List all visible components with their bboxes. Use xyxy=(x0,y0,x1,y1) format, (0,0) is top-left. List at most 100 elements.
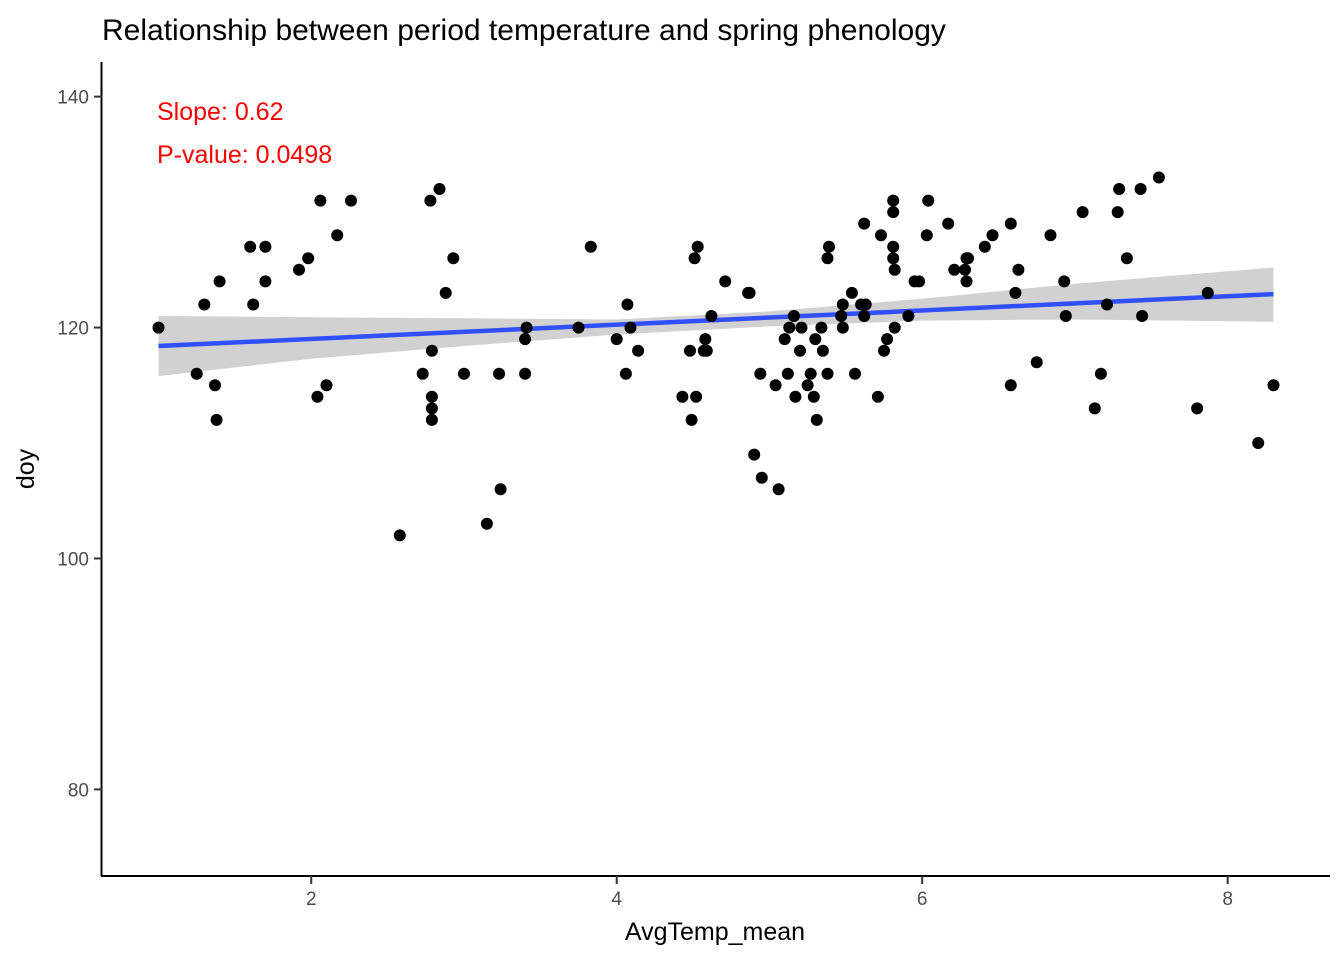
data-point xyxy=(986,229,999,242)
data-point xyxy=(480,517,493,530)
data-point xyxy=(439,286,452,299)
data-point xyxy=(425,402,438,415)
data-point xyxy=(494,483,507,496)
data-point xyxy=(881,333,894,346)
data-point xyxy=(259,275,272,288)
y-tick-label: 100 xyxy=(57,549,89,570)
data-point xyxy=(424,194,437,207)
data-point xyxy=(948,263,961,276)
data-point xyxy=(887,206,900,219)
data-point xyxy=(801,379,814,392)
data-point xyxy=(425,413,438,426)
data-point xyxy=(1252,437,1265,449)
data-point xyxy=(1191,402,1204,415)
data-point xyxy=(960,275,973,288)
data-point xyxy=(871,390,884,403)
data-point xyxy=(705,310,718,322)
data-point xyxy=(821,252,834,265)
data-point xyxy=(815,321,828,334)
data-point xyxy=(821,367,834,380)
data-point xyxy=(619,367,632,380)
data-point xyxy=(688,252,701,265)
data-point xyxy=(699,333,712,346)
data-point xyxy=(302,252,315,265)
data-point xyxy=(922,194,935,207)
data-point xyxy=(572,321,585,334)
data-point xyxy=(1030,356,1043,369)
data-point xyxy=(690,390,703,403)
data-point xyxy=(433,183,446,195)
data-point xyxy=(1012,263,1025,276)
data-point xyxy=(247,298,260,311)
data-point xyxy=(769,379,782,392)
x-tick-label: 4 xyxy=(611,889,622,910)
data-point xyxy=(314,194,327,207)
data-point xyxy=(859,298,872,311)
data-point xyxy=(755,471,768,484)
data-point xyxy=(624,321,637,334)
data-point xyxy=(684,344,696,357)
data-point xyxy=(1101,298,1113,311)
data-point xyxy=(1136,310,1149,322)
data-point xyxy=(888,263,901,276)
p-value-annotation: P-value: 0.0498 xyxy=(157,141,332,169)
data-point xyxy=(293,263,305,276)
data-point xyxy=(1044,229,1057,242)
y-tick-label: 140 xyxy=(57,88,89,109)
data-point xyxy=(425,344,438,357)
data-point xyxy=(978,240,991,253)
data-point xyxy=(1088,402,1101,415)
data-point xyxy=(685,413,698,426)
data-point xyxy=(836,298,849,311)
data-point xyxy=(519,367,532,380)
data-point xyxy=(1134,183,1147,195)
data-point xyxy=(425,390,438,403)
x-tick-label: 8 xyxy=(1222,889,1233,910)
slope-annotation: Slope: 0.62 xyxy=(157,98,284,126)
data-point xyxy=(836,321,849,334)
data-point xyxy=(1152,171,1165,184)
data-point xyxy=(244,240,257,253)
data-point xyxy=(259,240,272,253)
data-point xyxy=(519,333,532,346)
data-point xyxy=(493,367,506,380)
data-point xyxy=(458,367,470,380)
data-point xyxy=(345,194,357,207)
data-point xyxy=(190,367,203,380)
data-point xyxy=(920,229,933,242)
data-point xyxy=(887,252,900,265)
data-point xyxy=(1076,206,1089,219)
data-point xyxy=(1120,252,1133,265)
data-point xyxy=(447,252,460,265)
data-point xyxy=(810,413,823,426)
data-point xyxy=(816,344,829,357)
data-point xyxy=(789,390,802,403)
data-point xyxy=(719,275,732,288)
data-point xyxy=(804,367,817,380)
data-point xyxy=(845,286,858,299)
data-point xyxy=(213,275,226,288)
x-tick-label: 6 xyxy=(917,889,928,910)
data-point xyxy=(858,217,871,230)
data-point xyxy=(772,483,785,496)
data-point xyxy=(1094,367,1107,380)
data-point xyxy=(913,275,926,288)
data-point xyxy=(1004,217,1017,230)
data-point xyxy=(331,229,344,242)
data-point xyxy=(754,367,767,380)
x-tick-label: 2 xyxy=(306,889,317,910)
data-point xyxy=(416,367,429,380)
data-point xyxy=(1059,310,1072,322)
y-axis-title: doy xyxy=(12,448,40,489)
data-point xyxy=(584,240,597,253)
data-point xyxy=(1058,275,1071,288)
data-point xyxy=(878,344,890,357)
data-point xyxy=(632,344,645,357)
data-point xyxy=(393,529,406,542)
data-point xyxy=(787,310,800,322)
data-point xyxy=(794,344,806,357)
data-point xyxy=(809,333,822,346)
data-point xyxy=(888,321,901,334)
data-point xyxy=(748,448,761,461)
